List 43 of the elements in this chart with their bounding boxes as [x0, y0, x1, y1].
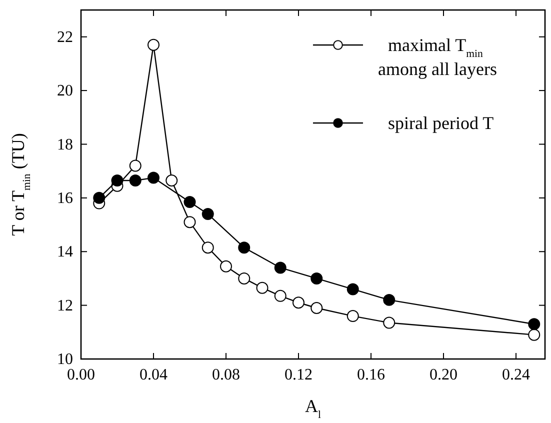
point	[220, 260, 232, 272]
point	[238, 242, 250, 254]
point	[346, 310, 359, 322]
point	[129, 160, 142, 172]
point	[184, 216, 196, 228]
point	[274, 290, 286, 302]
point	[111, 174, 124, 186]
point	[346, 283, 359, 296]
point	[184, 196, 196, 208]
point	[528, 318, 540, 330]
legend-label: spiral period T	[388, 113, 494, 133]
point	[274, 262, 286, 274]
y-tick-label: 14	[57, 244, 73, 261]
point	[166, 174, 178, 186]
legend-label: maximal T$_{min}$ among all layers	[378, 35, 497, 79]
point	[310, 302, 323, 314]
point	[202, 208, 214, 220]
y-tick-label: 12	[57, 297, 73, 314]
point	[148, 172, 160, 184]
point	[148, 38, 160, 51]
point	[383, 294, 396, 306]
x-tick-label: 0.00	[67, 366, 95, 384]
y-tick-label: 20	[57, 82, 73, 100]
point	[202, 242, 214, 254]
y-tick-label: 22	[57, 28, 73, 46]
point	[256, 282, 268, 294]
point	[310, 272, 323, 284]
point	[383, 316, 396, 329]
point	[238, 272, 250, 284]
x-tick-label: 0.08	[212, 366, 240, 384]
point	[93, 192, 106, 204]
x-axis-title: A$_{l}$	[305, 396, 321, 421]
x-tick-label: 0.16	[357, 366, 385, 384]
point	[129, 174, 142, 186]
point	[292, 296, 304, 309]
y-tick-label: 16	[57, 190, 73, 208]
x-tick-label: 0.12	[284, 366, 312, 384]
x-tick-label: 0.24	[502, 366, 530, 384]
x-tick-label: 0.20	[430, 366, 458, 384]
point	[528, 328, 540, 341]
x-tick-label: 0.04	[140, 366, 168, 384]
y-tick-label: 10	[57, 351, 73, 368]
y-tick-label: 18	[57, 136, 73, 154]
